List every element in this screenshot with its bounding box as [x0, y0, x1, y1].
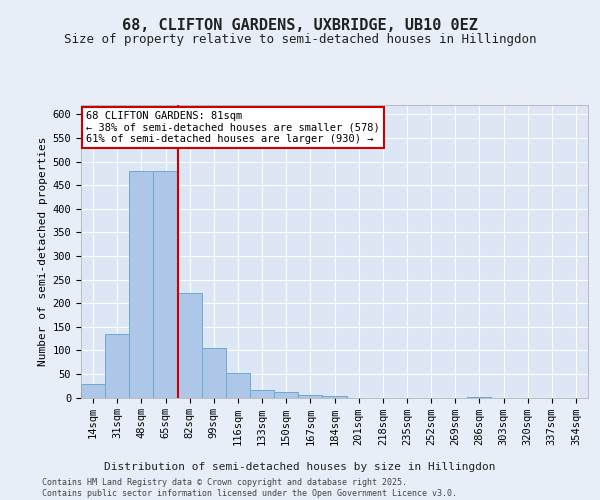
- Text: 68, CLIFTON GARDENS, UXBRIDGE, UB10 0EZ: 68, CLIFTON GARDENS, UXBRIDGE, UB10 0EZ: [122, 18, 478, 32]
- Bar: [129, 171, 154, 398]
- Bar: [226, 373, 250, 398]
- Bar: [81, 384, 105, 398]
- Text: 68 CLIFTON GARDENS: 81sqm
← 38% of semi-detached houses are smaller (578)
61% of: 68 CLIFTON GARDENS: 81sqm ← 38% of semi-…: [86, 111, 380, 144]
- Bar: [250, 390, 274, 398]
- Bar: [154, 171, 178, 398]
- Bar: [274, 392, 298, 398]
- Bar: [322, 396, 347, 398]
- Bar: [178, 293, 202, 398]
- Bar: [105, 334, 129, 398]
- Bar: [202, 348, 226, 398]
- Y-axis label: Number of semi-detached properties: Number of semi-detached properties: [38, 136, 49, 366]
- Bar: [298, 395, 322, 398]
- Text: Contains HM Land Registry data © Crown copyright and database right 2025.
Contai: Contains HM Land Registry data © Crown c…: [42, 478, 457, 498]
- Text: Size of property relative to semi-detached houses in Hillingdon: Size of property relative to semi-detach…: [64, 32, 536, 46]
- Text: Distribution of semi-detached houses by size in Hillingdon: Distribution of semi-detached houses by …: [104, 462, 496, 472]
